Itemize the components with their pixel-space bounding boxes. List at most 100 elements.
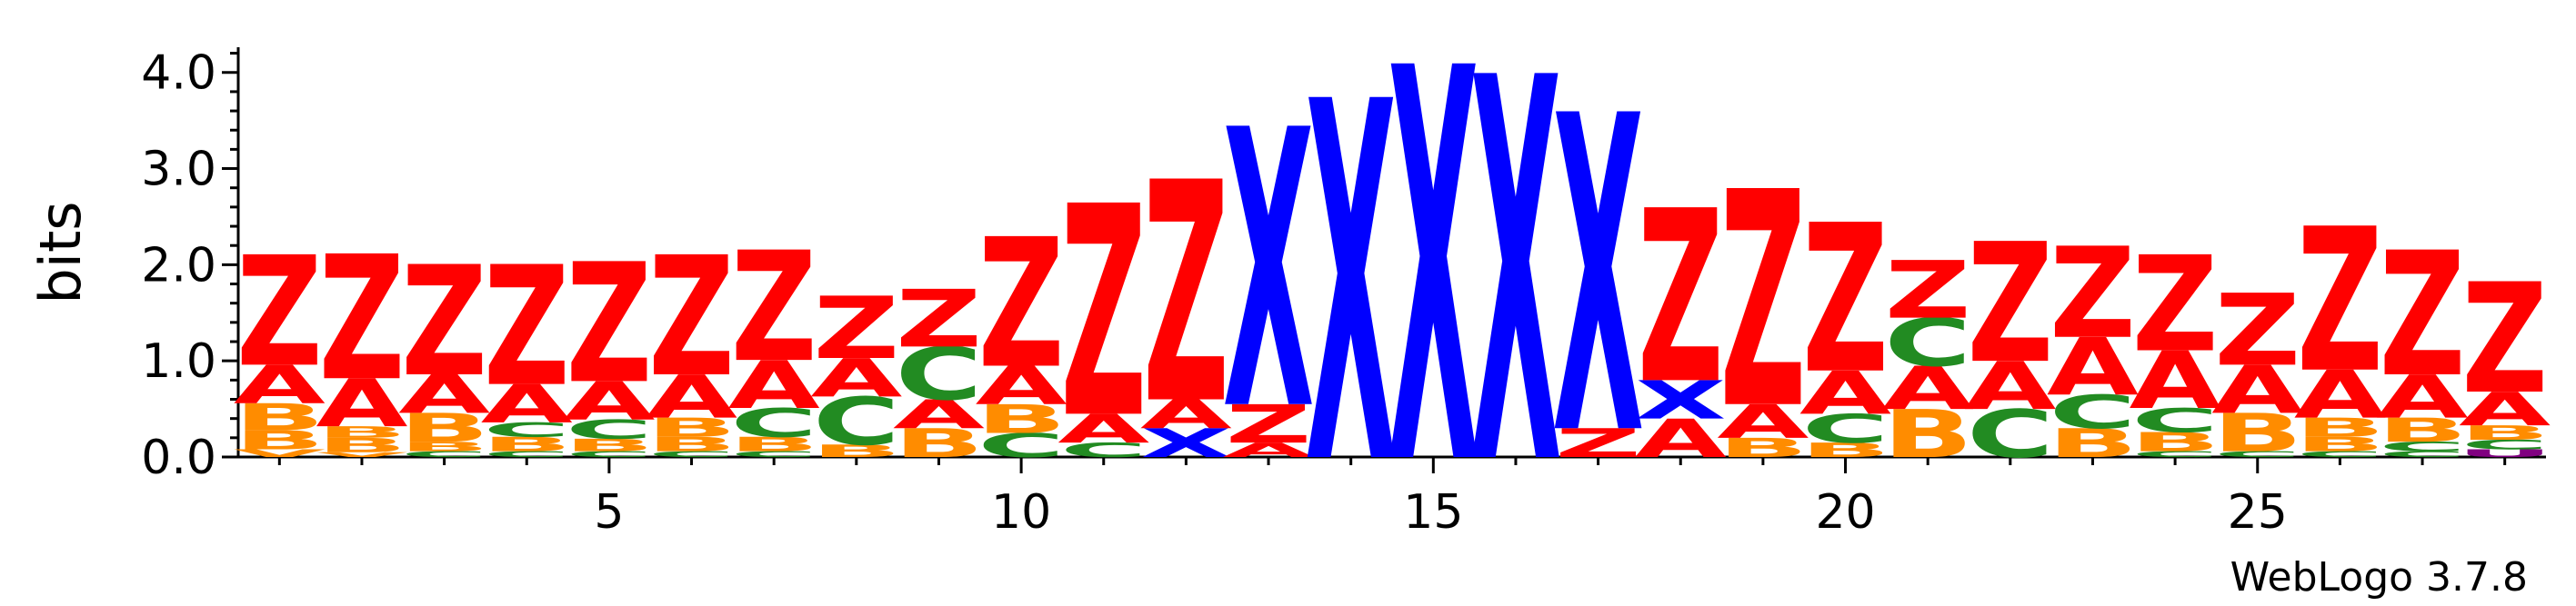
stack-letter: Z — [2050, 220, 2136, 366]
stack-letter: Z — [978, 203, 1065, 409]
stack-letter: B — [647, 412, 737, 443]
stack-letter: B — [2130, 427, 2220, 458]
stack-letter: A — [646, 363, 737, 432]
stack-column: ZX — [1552, 25, 1644, 531]
stack-column: AXZ — [1635, 160, 1727, 470]
y-axis-label: bits — [27, 201, 94, 303]
stack-letter: A — [316, 365, 407, 442]
letter-stacks: VBBAZVBBAZCBBAZCBCAZCBCAZCBBAZCBCAZBCAZB… — [234, 0, 2553, 585]
y-ticks: 0.0 1.0 2.0 3.0 4.0 — [141, 46, 238, 485]
stack-letter: Z — [319, 221, 406, 420]
stack-letter: Z — [1143, 118, 1229, 471]
stack-column: AZX — [1222, 51, 1314, 495]
stack-letter: Z — [731, 221, 817, 397]
stack-letter: B — [2460, 422, 2551, 444]
x-tick-label: 10 — [991, 485, 1051, 540]
stack-letter: C — [730, 401, 817, 446]
stack-letter: B — [976, 396, 1067, 442]
stack-letter: A — [2211, 352, 2303, 428]
stack-letter: B — [2048, 421, 2139, 466]
stack-letter: X — [1223, 51, 1315, 495]
stack-letter: B — [235, 396, 326, 439]
stack-letter: C — [2379, 450, 2466, 459]
stack-letter: A — [1882, 354, 1974, 423]
stack-column: CAZ — [1964, 209, 2056, 472]
stack-letter: B — [728, 433, 819, 456]
stack-letter: A — [976, 355, 1067, 417]
stack-letter: B — [235, 425, 326, 456]
stack-letter: B — [316, 434, 407, 457]
stack-letter: A — [1799, 359, 1891, 428]
stack-letter: Z — [2132, 228, 2219, 382]
stack-letter: C — [977, 426, 1065, 464]
stack-letter: A — [2047, 322, 2139, 413]
stack-letter: Z — [813, 278, 899, 378]
stack-letter: C — [566, 450, 653, 459]
stack-letter: X — [1305, 0, 1397, 574]
stack-letter: B — [1800, 439, 1891, 462]
stack-column: X — [1305, 0, 1397, 574]
stack-letter: A — [481, 373, 573, 435]
stack-column: X — [1470, 0, 1562, 582]
stack-letter: C — [2131, 402, 2219, 440]
stack-letter: C — [1802, 406, 1889, 452]
stack-letter: B — [2212, 402, 2303, 464]
stack-letter: C — [2461, 437, 2549, 452]
stack-letter: C — [1967, 396, 2054, 472]
stack-letter: Z — [1802, 182, 1889, 420]
stack-letter: A — [563, 371, 655, 432]
stack-letter: Z — [566, 229, 653, 421]
stack-letter: C — [2379, 439, 2466, 454]
stack-letter: B — [894, 421, 985, 466]
stack-letter: Z — [401, 234, 487, 411]
stack-letter: C — [401, 450, 488, 459]
stack-letter: C — [730, 450, 817, 459]
stack-letter: Z — [236, 225, 323, 402]
stack-letter: B — [2295, 433, 2386, 456]
stack-letter: Z — [1967, 209, 2053, 401]
stack-letter: A — [1717, 395, 1809, 449]
x-ticks: 5 10 15 20 25 — [277, 457, 2507, 540]
stack-letter: C — [2131, 450, 2219, 459]
stack-letter: Z — [2461, 252, 2548, 428]
stack-letter: X — [1470, 0, 1562, 582]
stack-letter: A — [2130, 335, 2221, 427]
x-tick-label: 20 — [1815, 485, 1875, 540]
stack-letter: V — [234, 447, 326, 460]
stack-letter: B — [2377, 411, 2468, 449]
stack-letter: Z — [1555, 421, 1641, 466]
stack-letter: Z — [1720, 129, 1807, 475]
stack-letter: B — [647, 433, 737, 456]
stack-letter: B — [2295, 412, 2386, 443]
x-tick-label: 5 — [594, 485, 624, 540]
stack-letter: C — [896, 333, 983, 417]
stack-letter: A — [1635, 408, 1727, 470]
x-tick-label: 25 — [2228, 485, 2288, 540]
stack-letter: U — [2457, 447, 2553, 460]
stack-letter: B — [564, 435, 655, 455]
stack-letter: A — [2459, 382, 2551, 436]
stack-letter: C — [2296, 450, 2383, 459]
stack-column: BAZ — [1717, 129, 1809, 475]
stack-letter: X — [1388, 0, 1479, 585]
stack-column: CAZ — [1057, 146, 1149, 482]
stack-letter: A — [810, 347, 902, 409]
stack-letter: Z — [648, 223, 735, 414]
stack-letter: Z — [2297, 188, 2383, 417]
stack-letter: A — [1222, 439, 1314, 462]
stack-letter: B — [1882, 396, 1973, 472]
